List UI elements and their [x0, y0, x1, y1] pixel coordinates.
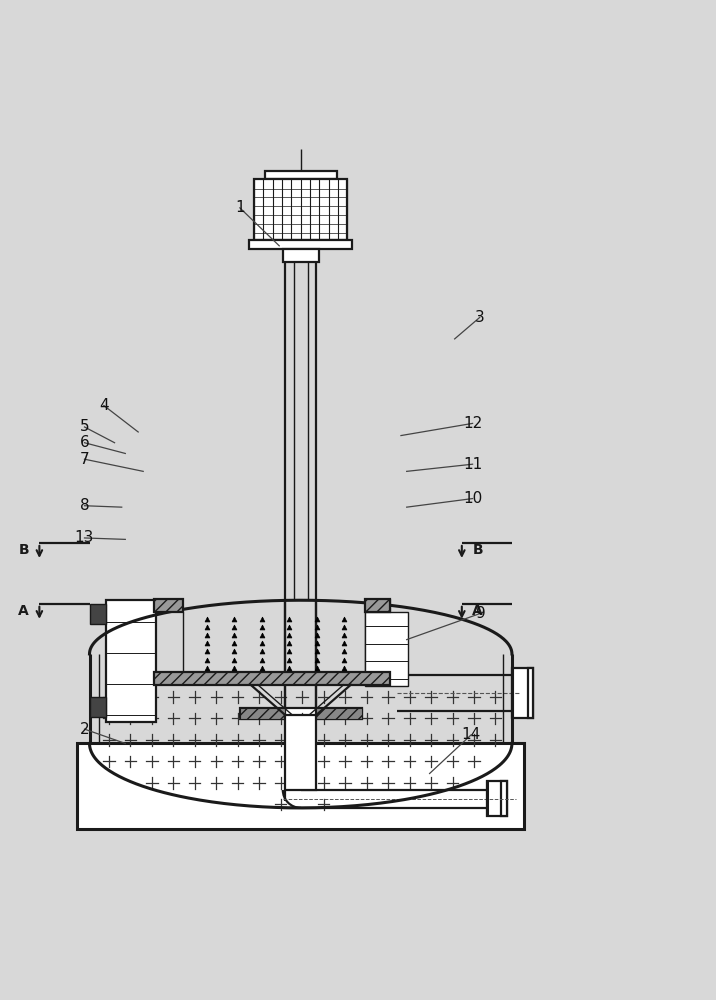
Text: 10: 10	[463, 491, 482, 506]
Text: 4: 4	[99, 398, 109, 413]
Bar	[316, 708, 362, 719]
Text: A: A	[18, 604, 29, 618]
Text: 2: 2	[79, 722, 90, 737]
Text: 11: 11	[463, 457, 482, 472]
Bar	[283, 249, 319, 262]
Bar	[528, 668, 533, 718]
Text: A: A	[472, 604, 483, 618]
Bar	[265, 171, 337, 179]
Bar	[106, 600, 156, 722]
Bar	[249, 240, 352, 249]
Bar	[90, 697, 106, 717]
Text: 8: 8	[79, 498, 90, 513]
Bar	[501, 781, 507, 816]
Bar	[90, 604, 106, 624]
Text: 5: 5	[79, 419, 90, 434]
Bar	[240, 708, 285, 719]
Text: 7: 7	[79, 452, 90, 467]
Text: 6: 6	[79, 435, 90, 450]
Text: B: B	[19, 543, 29, 557]
Bar	[154, 672, 390, 685]
Text: 1: 1	[235, 200, 245, 215]
Text: B: B	[473, 543, 483, 557]
Text: 3: 3	[475, 310, 485, 325]
Bar	[285, 715, 316, 790]
Text: 13: 13	[74, 530, 95, 545]
Bar	[77, 743, 524, 829]
Bar	[487, 781, 507, 816]
Text: 14: 14	[462, 727, 480, 742]
Bar	[240, 708, 362, 719]
Bar	[365, 612, 408, 686]
Text: 12: 12	[463, 416, 482, 431]
Bar	[512, 668, 533, 718]
Bar	[254, 179, 347, 240]
Bar	[154, 599, 183, 612]
Text: 9: 9	[476, 606, 486, 621]
Bar	[365, 599, 390, 612]
